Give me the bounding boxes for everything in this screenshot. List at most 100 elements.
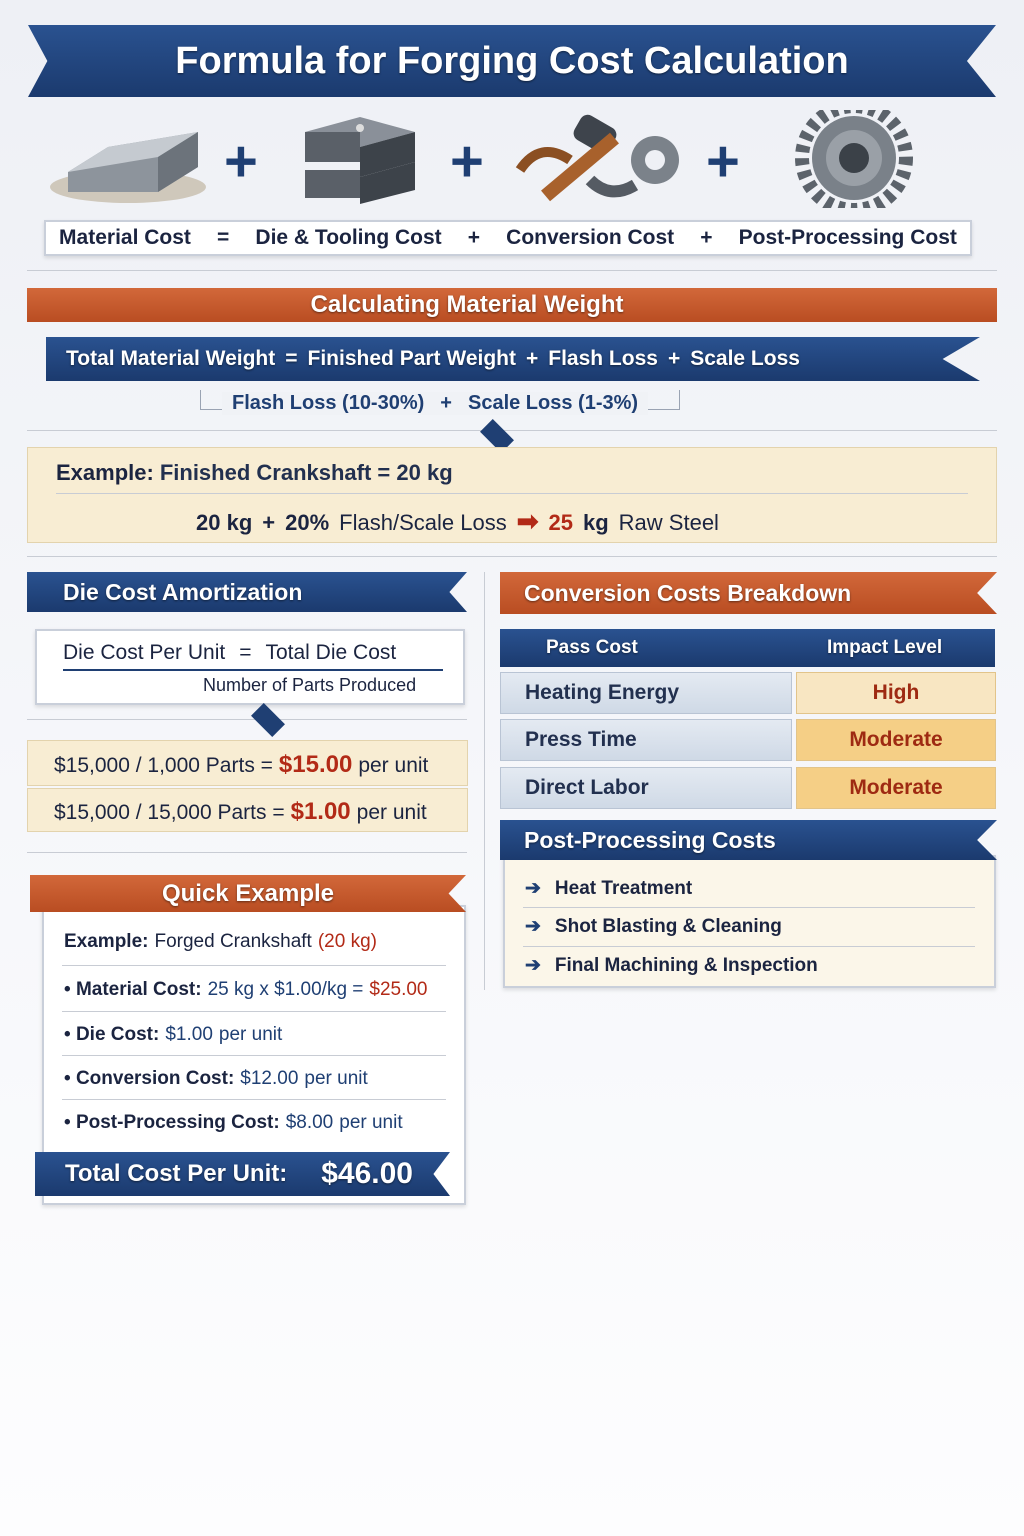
post-item: Heat Treatment xyxy=(554,878,693,899)
divider xyxy=(27,270,997,271)
example-text: Finished Crankshaft = 20 kg xyxy=(159,460,453,485)
conversion-table-header: Pass Cost Impact Level xyxy=(500,629,995,667)
scale-range: Scale Loss (1-3%) xyxy=(467,392,639,414)
loss-ranges-text: Flash Loss (10-30%) + Scale Loss (1-3%) xyxy=(222,392,649,415)
down-diamond-icon xyxy=(251,703,285,737)
plus-icon: + xyxy=(224,129,258,194)
post-heading: Post-Processing Costs xyxy=(500,820,997,860)
item-label: • Material Cost: xyxy=(64,979,202,1000)
item-extra: $25.00 xyxy=(369,979,428,1000)
row-name: Heating Energy xyxy=(500,672,792,714)
item-extra: per unit xyxy=(218,1024,283,1045)
col-impact: Impact Level xyxy=(827,637,943,658)
plus: + xyxy=(262,510,276,535)
row-name: Direct Labor xyxy=(500,767,792,809)
hammer-tongs-gear-icon xyxy=(515,114,679,202)
unit: per unit xyxy=(356,801,427,824)
scale-loss: Scale Loss xyxy=(690,347,800,370)
conversion-row: Heating Energy High xyxy=(500,672,996,714)
item-value: $1.00 xyxy=(165,1024,213,1045)
result-text: Raw Steel xyxy=(618,510,719,535)
die-formula: Die Cost Per Unit = Total Die Cost Number … xyxy=(35,629,465,705)
example-label: Example: xyxy=(56,460,154,485)
conversion-row: Direct Labor Moderate xyxy=(500,767,996,809)
col-pass-cost: Pass Cost xyxy=(546,637,638,658)
row-name: Press Time xyxy=(500,719,792,761)
divider xyxy=(27,719,467,720)
item-value: $8.00 xyxy=(285,1112,334,1133)
row-impact: Moderate xyxy=(796,767,996,809)
plus: + xyxy=(440,392,452,414)
weight-formula-banner: Total Material Weight = Finished Part Weig… xyxy=(46,337,980,381)
arrow-right-icon: ➡ xyxy=(516,506,539,536)
kg: 20 kg xyxy=(196,510,253,535)
formula-plus: + xyxy=(467,226,481,249)
loss-label: Flash/Scale Loss xyxy=(339,510,507,535)
quick-heading: Quick Example xyxy=(30,875,466,912)
result-unit: kg xyxy=(582,510,609,535)
row-impact: High xyxy=(796,672,996,714)
equals: = xyxy=(239,641,252,664)
formula-plus: + xyxy=(700,226,713,249)
weight-heading: Calculating Material Weight xyxy=(27,288,997,322)
finished-weight: Finished Part Weight xyxy=(307,347,516,370)
total-value: $46.00 xyxy=(321,1157,413,1190)
example-weight: (20 kg) xyxy=(317,931,377,952)
plus: + xyxy=(525,347,539,370)
steel-bar-icon xyxy=(50,132,206,203)
plus: + xyxy=(667,347,681,370)
item-value: $12.00 xyxy=(240,1068,299,1089)
formula-equals: = xyxy=(217,226,230,249)
divider xyxy=(27,556,997,557)
flash-range: Flash Loss (10-30%) xyxy=(232,392,425,414)
value: $1.00 xyxy=(290,798,351,825)
arrow-icon: ➔ xyxy=(525,916,541,937)
die-denominator: Number of Parts Produced xyxy=(203,675,417,695)
row-impact: Moderate xyxy=(796,719,996,761)
item-label: • Post-Processing Cost: xyxy=(64,1112,280,1133)
item-extra: per unit xyxy=(304,1068,368,1089)
item-extra: per unit xyxy=(339,1112,403,1133)
formula-die: Die & Tooling Cost xyxy=(255,226,442,249)
title-banner: Formula for Forging Cost Calculation xyxy=(28,25,996,97)
item-label: • Conversion Cost: xyxy=(64,1068,235,1089)
result-num: 25 xyxy=(548,510,573,535)
post-box: ➔ Heat Treatment ➔ Shot Blasting & Cleanin… xyxy=(503,855,996,988)
gear-icon xyxy=(795,110,913,208)
divider xyxy=(56,493,968,494)
unit: per unit xyxy=(358,754,429,777)
total-weight: Total Material Weight xyxy=(66,347,276,370)
arrow-icon: ➔ xyxy=(525,878,541,899)
die-row: $15,000 / 15,000 Parts = $1.00 per unit xyxy=(27,788,468,832)
calc: $15,000 / 1,000 Parts = xyxy=(54,754,273,777)
forging-die-icon xyxy=(305,117,415,204)
post-item: Final Machining & Inspection xyxy=(554,955,818,976)
conversion-row: Press Time Moderate xyxy=(500,719,996,761)
item-label: • Die Cost: xyxy=(64,1024,160,1045)
total-label: Total Cost Per Unit: xyxy=(65,1160,288,1187)
die-heading: Die Cost Amortization xyxy=(27,572,467,612)
divider xyxy=(27,852,467,853)
formula-material: Material Cost xyxy=(59,226,191,249)
formula-bar: Material Cost = Die & Tooling Cost + Con… xyxy=(44,220,972,256)
die-lhs: Die Cost Per Unit xyxy=(63,641,226,664)
calc: $15,000 / 15,000 Parts = xyxy=(54,801,285,824)
example-text: Forged Crankshaft xyxy=(154,931,312,952)
post-item: Shot Blasting & Cleaning xyxy=(554,916,782,937)
column-divider xyxy=(484,572,485,990)
conversion-heading: Conversion Costs Breakdown xyxy=(500,572,997,614)
divider xyxy=(27,430,997,431)
example-label: Example: xyxy=(64,931,149,952)
die-numerator: Total Die Cost xyxy=(265,641,397,664)
equals: = xyxy=(285,347,298,370)
formula-post: Post-Processing Cost xyxy=(738,226,957,249)
weight-example: Example: Finished Crankshaft = 20 kg 20 k… xyxy=(27,447,997,543)
flash-loss: Flash Loss xyxy=(548,347,658,370)
die-row: $15,000 / 1,000 Parts = $15.00 per unit xyxy=(27,740,468,786)
plus-icon: + xyxy=(706,129,740,194)
arrow-icon: ➔ xyxy=(525,955,541,976)
total-banner: Total Cost Per Unit: $46.00 xyxy=(35,1152,450,1196)
formula-conversion: Conversion Cost xyxy=(506,226,675,249)
loss-pct: 20% xyxy=(285,510,330,535)
item-value: 25 kg x $1.00/kg = xyxy=(207,979,364,1000)
